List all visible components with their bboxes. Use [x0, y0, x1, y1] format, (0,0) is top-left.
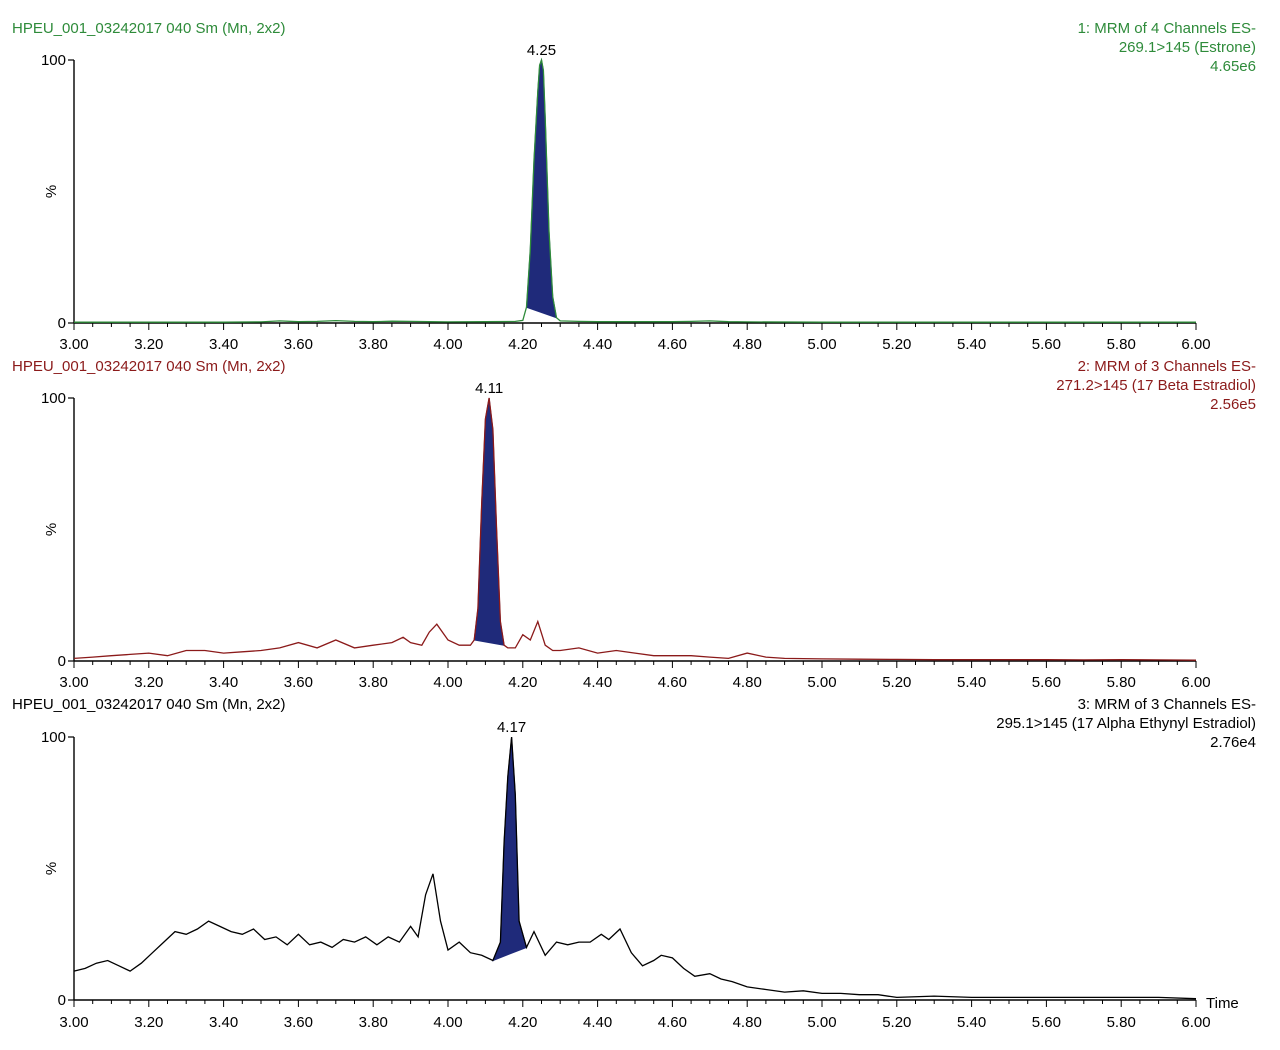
x-axis-unit-label: Time	[1206, 995, 1239, 1012]
x-tick-label: 3.80	[359, 336, 388, 353]
x-tick-label: 3.80	[359, 1014, 388, 1031]
x-tick-label: 3.40	[209, 336, 238, 353]
y-tick-label: 0	[58, 653, 66, 670]
x-tick-label: 6.00	[1181, 336, 1210, 353]
panel-header-left: HPEU_001_03242017 040 Sm (Mn, 2x2)	[12, 20, 286, 37]
x-tick-label: 4.60	[658, 336, 687, 353]
panel-header-right-line: 3: MRM of 3 Channels ES-	[1078, 696, 1256, 713]
chromatogram-panel-2: HPEU_001_03242017 040 Sm (Mn, 2x2) 2: MRM…	[12, 358, 1256, 691]
y-tick-label: 0	[58, 315, 66, 332]
x-tick-label: 4.40	[583, 1014, 612, 1031]
y-tick-label: 100	[41, 729, 66, 746]
y-axis-percent-label: %	[43, 862, 60, 875]
x-tick-label: 4.60	[658, 1014, 687, 1031]
x-tick-label: 5.60	[1032, 674, 1061, 691]
x-tick-label: 3.60	[284, 336, 313, 353]
chromatogram-trace	[73, 736, 1197, 1000]
y-tick-label: 100	[41, 52, 66, 69]
x-tick-label: 5.40	[957, 336, 986, 353]
x-tick-label: 5.20	[882, 336, 911, 353]
chromatogram-trace	[74, 57, 1196, 323]
x-tick-label: 5.20	[882, 1014, 911, 1031]
peak-label: 4.17	[497, 719, 526, 736]
x-tick-label: 4.80	[733, 674, 762, 691]
panel-header-left: HPEU_001_03242017 040 Sm (Mn, 2x2)	[12, 696, 286, 713]
x-tick-label: 4.20	[508, 1014, 537, 1031]
x-tick-label: 3.40	[209, 674, 238, 691]
x-tick-label: 5.40	[957, 674, 986, 691]
x-tick-label: 5.60	[1032, 1014, 1061, 1031]
panel-header-right-line: 271.2>145 (17 Beta Estradiol)	[1056, 377, 1256, 394]
x-tick-label: 3.60	[284, 1014, 313, 1031]
peak-label: 4.11	[475, 380, 503, 397]
panel-header-right-line: 2.76e4	[1210, 734, 1256, 751]
x-tick-label: 4.80	[733, 1014, 762, 1031]
x-tick-label: 5.20	[882, 674, 911, 691]
x-tick-label: 3.20	[134, 336, 163, 353]
y-tick-label: 0	[58, 992, 66, 1009]
x-tick-label: 4.20	[508, 674, 537, 691]
x-tick-label: 3.00	[59, 336, 88, 353]
x-tick-label: 3.60	[284, 674, 313, 691]
x-tick-label: 6.00	[1181, 674, 1210, 691]
panel-header-right-line: 2.56e5	[1210, 396, 1256, 413]
x-tick-label: 5.80	[1107, 336, 1136, 353]
x-tick-label: 4.40	[583, 336, 612, 353]
x-tick-label: 5.80	[1107, 674, 1136, 691]
x-tick-label: 4.00	[433, 674, 462, 691]
panel-header-right-line: 295.1>145 (17 Alpha Ethynyl Estradiol)	[996, 715, 1256, 732]
x-tick-label: 3.80	[359, 674, 388, 691]
x-tick-label: 5.40	[957, 1014, 986, 1031]
x-tick-label: 4.00	[433, 1014, 462, 1031]
panel-header-right-line: 269.1>145 (Estrone)	[1119, 39, 1256, 56]
peak-label: 4.25	[527, 42, 556, 59]
chromatogram-trace	[73, 397, 1197, 661]
x-tick-label: 6.00	[1181, 1014, 1210, 1031]
chromatogram-panel-1: HPEU_001_03242017 040 Sm (Mn, 2x2) 1: MRM…	[12, 20, 1256, 353]
chromatogram-panel-3: HPEU_001_03242017 040 Sm (Mn, 2x2) 3: MRM…	[12, 696, 1256, 1031]
y-axis-percent-label: %	[43, 523, 60, 536]
panel-header-left: HPEU_001_03242017 040 Sm (Mn, 2x2)	[12, 358, 286, 375]
panel-header-right-line: 4.65e6	[1210, 58, 1256, 75]
x-tick-label: 5.00	[807, 336, 836, 353]
x-tick-label: 3.20	[134, 1014, 163, 1031]
x-tick-label: 3.20	[134, 674, 163, 691]
x-tick-label: 3.40	[209, 1014, 238, 1031]
x-tick-label: 5.00	[807, 674, 836, 691]
x-tick-label: 5.00	[807, 1014, 836, 1031]
x-tick-label: 4.40	[583, 674, 612, 691]
x-tick-label: 4.80	[733, 336, 762, 353]
panel-header-right-line: 2: MRM of 3 Channels ES-	[1078, 358, 1256, 375]
x-tick-label: 3.00	[59, 674, 88, 691]
y-tick-label: 100	[41, 390, 66, 407]
integrated-peak-area	[491, 736, 528, 962]
y-axis-percent-label: %	[43, 185, 60, 198]
x-tick-label: 5.80	[1107, 1014, 1136, 1031]
x-tick-label: 3.00	[59, 1014, 88, 1031]
panel-header-right-line: 1: MRM of 4 Channels ES-	[1078, 20, 1256, 37]
x-tick-label: 5.60	[1032, 336, 1061, 353]
x-tick-label: 4.00	[433, 336, 462, 353]
x-tick-label: 4.60	[658, 674, 687, 691]
x-tick-label: 4.20	[508, 336, 537, 353]
